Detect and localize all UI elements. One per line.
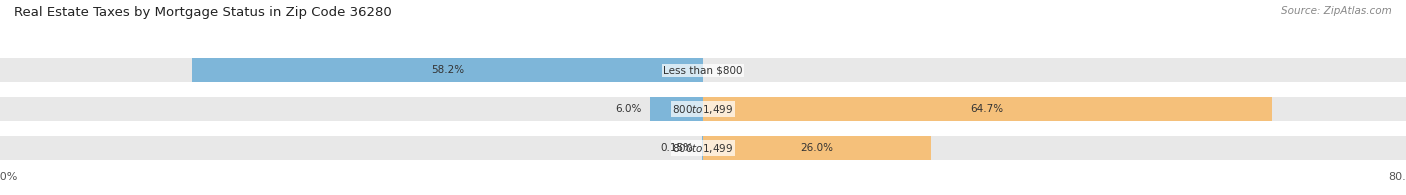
Bar (703, 136, 932, 160)
Bar (191, 58, 703, 82)
Text: Less than $800: Less than $800 (664, 65, 742, 75)
Text: 64.7%: 64.7% (970, 104, 1004, 114)
Text: $800 to $1,499: $800 to $1,499 (672, 103, 734, 116)
Bar (0, 97, 1406, 121)
Bar (0, 136, 1406, 160)
Text: 26.0%: 26.0% (801, 143, 834, 153)
Text: 6.0%: 6.0% (614, 104, 641, 114)
Text: Source: ZipAtlas.com: Source: ZipAtlas.com (1281, 6, 1392, 16)
Text: $800 to $1,499: $800 to $1,499 (672, 142, 734, 155)
Bar (703, 97, 1271, 121)
Text: 0.15%: 0.15% (659, 143, 693, 153)
Text: 58.2%: 58.2% (430, 65, 464, 75)
Bar (0, 58, 1406, 82)
Text: Real Estate Taxes by Mortgage Status in Zip Code 36280: Real Estate Taxes by Mortgage Status in … (14, 6, 392, 19)
Bar (650, 97, 703, 121)
